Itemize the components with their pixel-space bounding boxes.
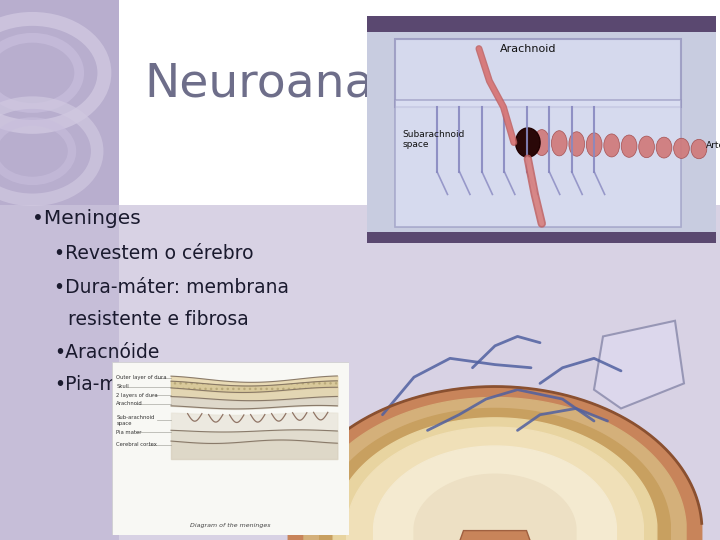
Polygon shape xyxy=(304,397,686,540)
Polygon shape xyxy=(320,408,670,540)
Ellipse shape xyxy=(516,128,540,157)
Ellipse shape xyxy=(691,139,707,159)
Text: •Dura-máter: membrana: •Dura-máter: membrana xyxy=(54,278,289,297)
Ellipse shape xyxy=(569,132,585,156)
Text: Pia mater: Pia mater xyxy=(117,429,142,435)
Text: Arachnoid: Arachnoid xyxy=(117,401,143,407)
Bar xyxy=(367,232,716,243)
Ellipse shape xyxy=(586,133,602,157)
Text: •Aracnóide: •Aracnóide xyxy=(54,342,159,362)
Text: Subarachnoid
space: Subarachnoid space xyxy=(402,130,464,149)
Ellipse shape xyxy=(639,136,654,158)
Bar xyxy=(0,205,720,540)
Text: Cerebral cortex: Cerebral cortex xyxy=(117,442,157,448)
Ellipse shape xyxy=(674,138,689,158)
Bar xyxy=(367,16,716,32)
FancyBboxPatch shape xyxy=(395,39,681,107)
Ellipse shape xyxy=(656,137,672,158)
Polygon shape xyxy=(594,321,684,408)
Text: •Meninges: •Meninges xyxy=(32,209,141,228)
Ellipse shape xyxy=(604,134,619,157)
Polygon shape xyxy=(454,531,536,540)
Text: 2 layers of dura: 2 layers of dura xyxy=(117,393,158,398)
Polygon shape xyxy=(374,446,616,540)
Text: Outer layer of dura: Outer layer of dura xyxy=(117,375,167,381)
Text: Neuroanatomia: Neuroanatomia xyxy=(144,61,509,106)
Text: •Pia-máter: •Pia-máter xyxy=(54,375,156,394)
Text: •Revestem o cérebro: •Revestem o cérebro xyxy=(54,244,253,264)
Bar xyxy=(395,100,681,227)
Polygon shape xyxy=(414,474,576,540)
Bar xyxy=(0,0,119,540)
Ellipse shape xyxy=(534,130,549,156)
Text: resistente e fibrosa: resistente e fibrosa xyxy=(68,310,249,329)
Polygon shape xyxy=(347,427,643,540)
Ellipse shape xyxy=(552,131,567,156)
Text: Sub-arachnoid
space: Sub-arachnoid space xyxy=(117,415,155,426)
Text: Arachnoid: Arachnoid xyxy=(500,44,556,53)
Text: Skull: Skull xyxy=(117,384,129,389)
Polygon shape xyxy=(288,387,702,540)
Ellipse shape xyxy=(621,135,637,157)
Polygon shape xyxy=(333,418,657,540)
Text: Diagram of the meninges: Diagram of the meninges xyxy=(190,523,271,529)
Text: Artery: Artery xyxy=(706,141,720,150)
